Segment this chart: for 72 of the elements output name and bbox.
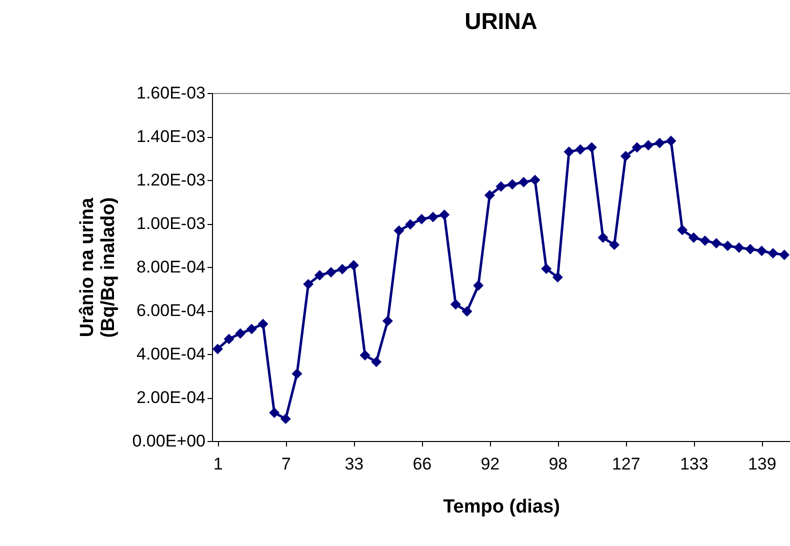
point	[575, 144, 586, 155]
x-tick-label: 33	[344, 454, 364, 474]
point	[348, 260, 359, 271]
point	[609, 240, 620, 250]
point	[326, 266, 336, 278]
point	[212, 344, 223, 354]
point	[484, 190, 495, 200]
y-axis-title: Urânio na urina (Bq/Bq inalado)	[77, 197, 120, 338]
point	[541, 263, 552, 274]
point	[666, 136, 676, 146]
point	[382, 316, 393, 326]
point	[507, 179, 518, 190]
point	[688, 232, 699, 243]
point	[768, 248, 778, 259]
point	[779, 250, 790, 260]
point	[620, 150, 631, 162]
point	[745, 244, 756, 254]
x-tick-label: 139	[748, 454, 776, 474]
y-tick-label: 1.40E-03	[136, 127, 206, 146]
point	[269, 407, 280, 418]
point	[473, 280, 484, 291]
point	[711, 238, 722, 249]
point	[654, 138, 665, 148]
y-tick-label: 1.60E-03	[136, 84, 206, 102]
y-tick-label: 6.00E-04	[136, 301, 206, 320]
point	[360, 350, 370, 361]
point	[235, 328, 246, 339]
point	[246, 324, 257, 334]
chart-title: URINA	[464, 8, 538, 34]
point	[371, 356, 382, 368]
y-tick-label: 0.00E+00	[132, 432, 206, 450]
x-axis-title: Tempo (dias)	[443, 496, 560, 518]
y-tick-label: 2.00E-04	[136, 388, 206, 407]
x-tick-label: 98	[548, 454, 568, 474]
point	[586, 142, 597, 153]
x-tick-label: 133	[680, 454, 708, 474]
y-tick-label: 1.00E-03	[136, 214, 206, 233]
point	[292, 368, 302, 380]
point	[598, 232, 608, 243]
point	[450, 299, 461, 310]
x-tick-label: 1	[213, 454, 223, 474]
point	[394, 225, 404, 236]
point	[428, 212, 438, 222]
x-tick-label: 66	[412, 454, 432, 474]
point	[416, 214, 427, 224]
point	[258, 318, 268, 330]
x-tick-label: 7	[281, 454, 291, 474]
y-tick-label: 4.00E-04	[136, 344, 206, 364]
y-tick-label: 8.00E-04	[136, 258, 206, 276]
point	[405, 219, 416, 230]
point	[677, 224, 688, 236]
point	[496, 181, 506, 192]
point	[632, 142, 642, 153]
point	[552, 272, 563, 282]
point	[462, 306, 472, 317]
point	[280, 414, 291, 424]
point	[314, 270, 325, 281]
point	[700, 235, 710, 246]
y-tick-label: 1.20E-03	[136, 170, 206, 190]
x-tick-label: 92	[480, 454, 500, 474]
point	[224, 334, 234, 344]
point	[337, 264, 348, 274]
point	[756, 246, 767, 256]
point	[439, 210, 450, 220]
x-tick-label: 127	[612, 454, 640, 474]
point	[722, 240, 733, 252]
point	[564, 146, 574, 157]
point	[643, 140, 654, 150]
point	[734, 242, 744, 253]
point	[303, 278, 314, 290]
point	[530, 174, 540, 186]
point	[518, 176, 529, 188]
